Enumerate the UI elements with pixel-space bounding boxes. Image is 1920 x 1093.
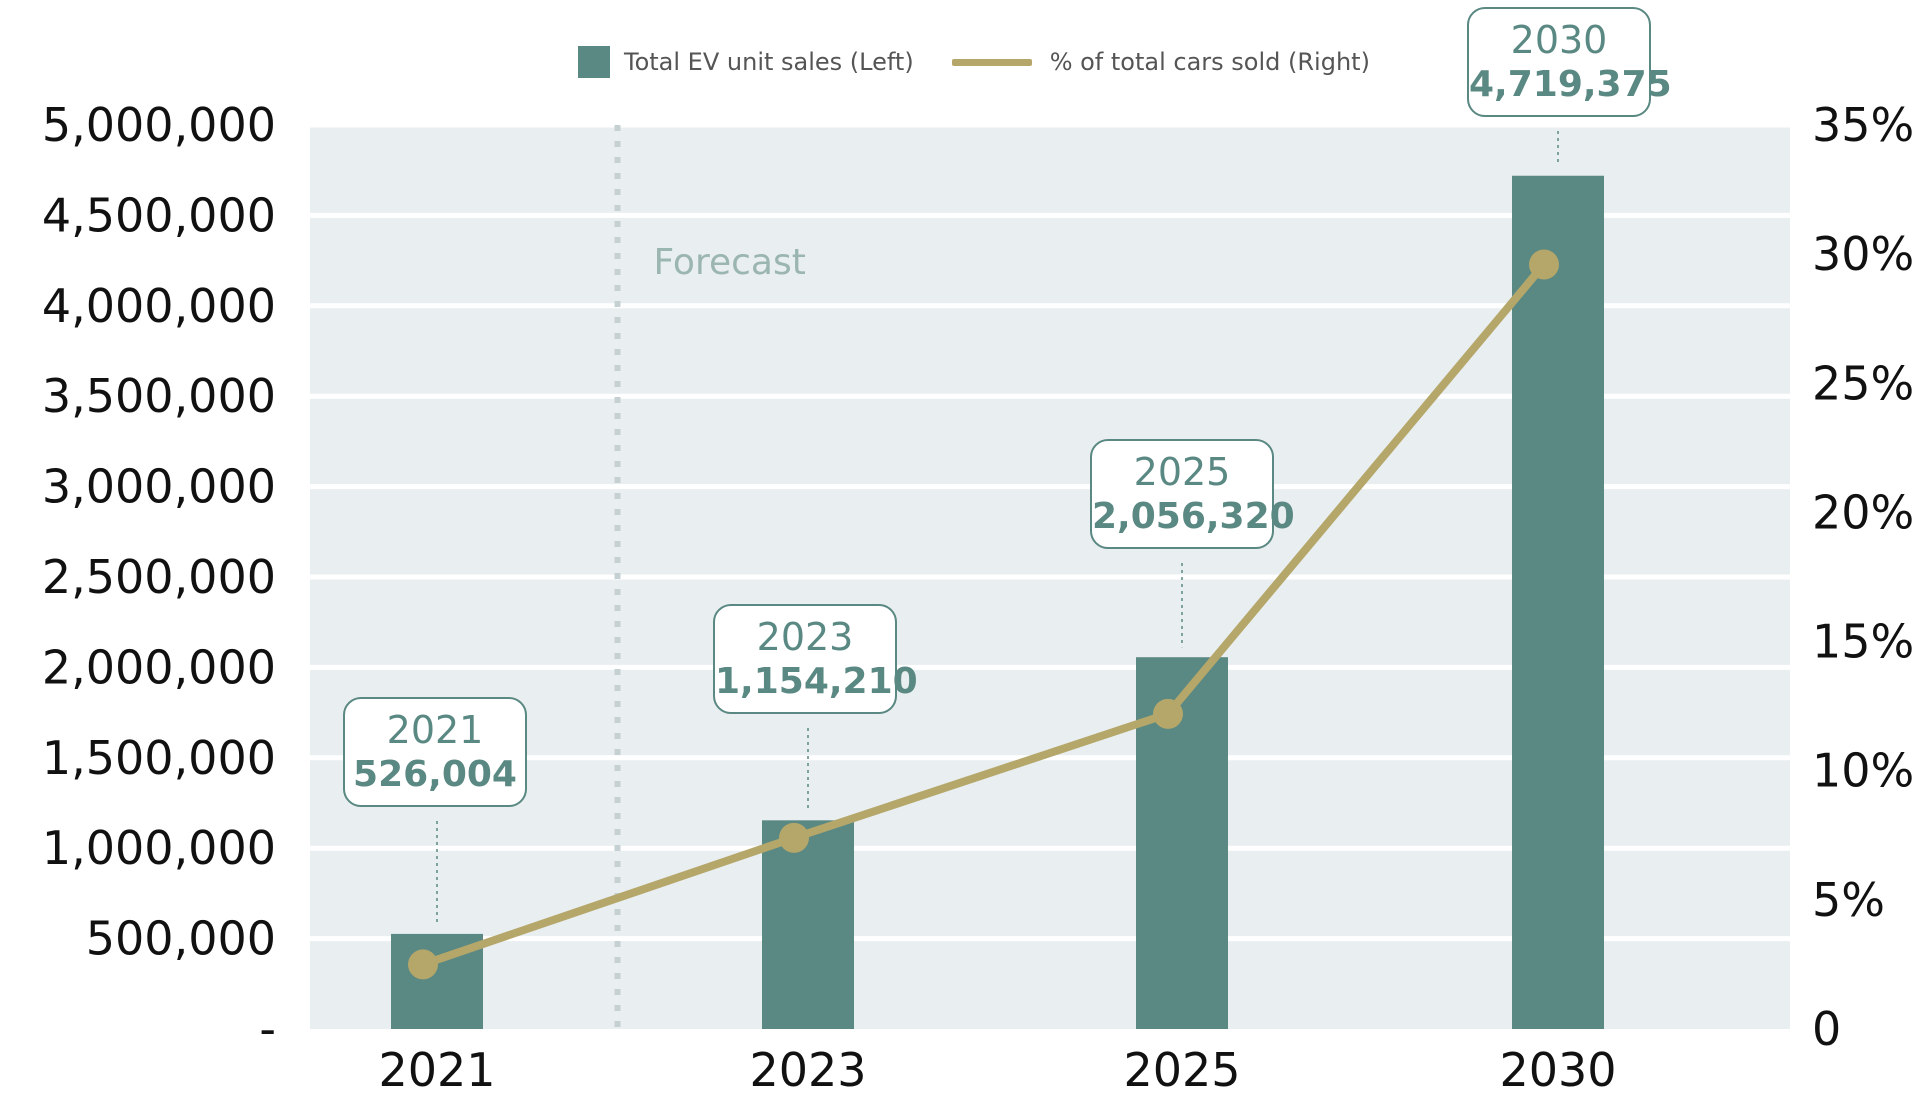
callout-year: 2025: [1133, 450, 1231, 494]
bars: [391, 175, 1604, 1029]
callout-2025: 2025 2,056,320: [1090, 439, 1295, 549]
right-axis: 0 5% 10% 15% 20% 25% 30% 35%: [1812, 98, 1914, 1056]
left-tick-label: 5,000,000: [42, 98, 276, 152]
x-tick-label: 2021: [378, 1043, 495, 1093]
left-tick-label: 3,500,000: [42, 369, 276, 423]
callout-2021: 2021 526,004: [343, 697, 527, 807]
x-tick-label: 2030: [1499, 1043, 1616, 1093]
callout-year: 2030: [1510, 18, 1608, 62]
callout-leaders: [436, 131, 1559, 924]
callout-value: 2,056,320: [1092, 496, 1295, 537]
right-tick-label: 15%: [1812, 615, 1914, 669]
percent-line: [408, 249, 1559, 980]
right-tick-label: 30%: [1812, 227, 1914, 281]
callout-2030: 2030 4,719,375: [1467, 7, 1672, 117]
percent-line-path: [419, 260, 1548, 969]
callout-2023: 2023 1,154,210: [713, 604, 918, 714]
left-tick-label: 500,000: [86, 912, 276, 966]
left-tick-label: -: [259, 1002, 276, 1056]
left-tick-label: 3,000,000: [42, 460, 276, 514]
bar-2023: [762, 820, 854, 1029]
legend-line-swatch: [951, 58, 1032, 66]
legend-bar-label: Total EV unit sales (Left): [624, 48, 914, 76]
left-axis: - 500,000 1,000,000 1,500,000 2,000,000 2,500…: [42, 98, 276, 1056]
left-tick-label: 2,000,000: [42, 640, 276, 694]
right-tick-label: 5%: [1812, 873, 1885, 927]
x-tick-label: 2023: [749, 1043, 866, 1093]
percent-point-2023: [779, 822, 809, 853]
bar-2030: [1512, 175, 1604, 1029]
left-tick-label: 1,500,000: [42, 731, 276, 785]
callout-year: 2021: [386, 708, 484, 752]
right-tick-label: 25%: [1812, 356, 1914, 410]
percent-point-2030: [1529, 249, 1559, 280]
callout-value: 526,004: [353, 754, 517, 795]
right-tick-label: 0: [1812, 1002, 1841, 1056]
legend-bar-swatch: [578, 46, 610, 78]
legend: Total EV unit sales (Left) % of total ca…: [578, 44, 1370, 80]
callout-year: 2023: [756, 615, 854, 659]
left-tick-label: 2,500,000: [42, 550, 276, 604]
left-tick-label: 4,500,000: [42, 188, 276, 242]
right-tick-label: 10%: [1812, 744, 1914, 798]
right-tick-label: 20%: [1812, 485, 1914, 539]
x-tick-label: 2025: [1123, 1043, 1240, 1093]
left-tick-label: 4,000,000: [42, 279, 276, 333]
x-axis: 2021 2023 2025 2030: [378, 1043, 1616, 1093]
forecast-label: Forecast: [654, 242, 806, 283]
percent-point-2021: [408, 949, 438, 980]
percent-point-2025: [1153, 698, 1183, 729]
right-tick-label: 35%: [1812, 98, 1914, 152]
legend-line-label: % of total cars sold (Right): [1049, 48, 1370, 76]
callout-value: 4,719,375: [1469, 64, 1672, 105]
callout-value: 1,154,210: [715, 661, 918, 702]
left-tick-label: 1,000,000: [42, 821, 276, 875]
